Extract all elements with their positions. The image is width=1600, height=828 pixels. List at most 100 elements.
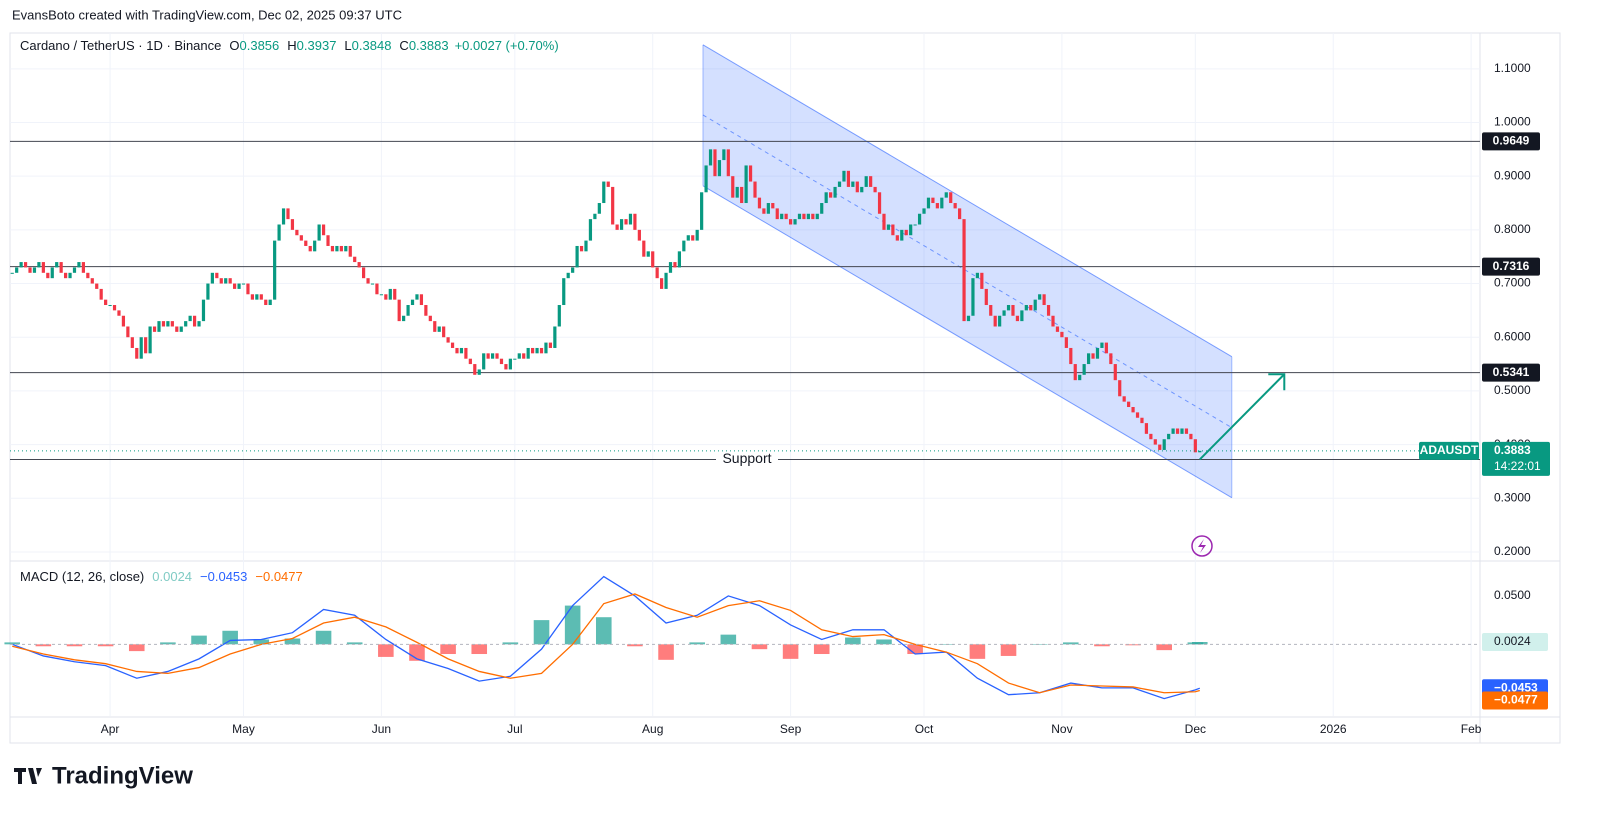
candle <box>286 208 290 220</box>
candle <box>682 240 686 252</box>
y-tick-label: 0.8000 <box>1494 222 1531 236</box>
projection-arrow <box>1199 373 1286 461</box>
macd-histogram-bar <box>66 644 83 647</box>
macd-line <box>12 593 1200 694</box>
level-label: 0.7316 <box>1493 259 1530 273</box>
candle <box>762 208 766 214</box>
macd-histogram-bar <box>284 638 301 645</box>
candle <box>1100 342 1104 348</box>
macd-histogram-bar <box>782 644 799 659</box>
candle <box>980 272 984 289</box>
candle <box>611 186 615 225</box>
candle <box>1020 310 1024 322</box>
candle <box>126 326 130 338</box>
candle <box>771 203 775 209</box>
candle <box>1046 305 1051 316</box>
support-label: Support <box>722 450 771 466</box>
candle <box>824 192 828 204</box>
projection-arrowhead <box>1268 373 1286 391</box>
candle <box>940 197 944 209</box>
macd-legend-title: MACD (12, 26, close) <box>20 569 144 584</box>
candle <box>864 176 868 187</box>
candle <box>397 299 401 322</box>
candle <box>32 267 37 273</box>
candle <box>953 203 957 209</box>
candle <box>77 262 81 268</box>
y-tick-label: 0.5000 <box>1494 383 1531 397</box>
candle <box>433 321 437 332</box>
candle <box>299 235 303 241</box>
candle <box>1189 433 1193 440</box>
candle <box>539 347 544 354</box>
candle <box>241 283 246 285</box>
candle <box>744 165 748 204</box>
symbol-badge <box>1419 441 1479 460</box>
candle <box>406 305 410 316</box>
candle <box>348 245 352 257</box>
macd-histogram-bar <box>1192 642 1208 645</box>
candle <box>197 321 201 327</box>
candle <box>1060 331 1064 338</box>
y-tick-label: 1.1000 <box>1494 61 1531 75</box>
candle <box>179 326 183 332</box>
candle <box>108 305 112 307</box>
candle <box>290 219 295 230</box>
candle <box>966 315 971 322</box>
candle <box>917 213 922 225</box>
candle <box>677 251 681 268</box>
candle <box>1051 315 1055 327</box>
candle <box>144 337 148 354</box>
candle <box>704 165 708 193</box>
candle <box>166 321 170 327</box>
candle <box>477 369 481 375</box>
candle <box>806 213 810 220</box>
candle <box>410 299 415 306</box>
candle <box>646 251 650 257</box>
candle <box>19 262 23 268</box>
candle <box>695 229 699 241</box>
candle <box>851 181 855 187</box>
event-icon[interactable] <box>1191 535 1213 557</box>
candle <box>41 262 45 273</box>
candle <box>588 219 593 241</box>
candle <box>526 347 530 359</box>
candle <box>1113 364 1117 381</box>
candle <box>139 337 143 359</box>
candle <box>1171 428 1175 434</box>
legend-title: Cardano / TetherUS · 1D · Binance <box>20 38 221 53</box>
candle <box>450 342 455 348</box>
candle <box>459 347 464 354</box>
candle <box>1064 337 1068 348</box>
candle <box>548 342 553 348</box>
candle <box>482 353 486 370</box>
candle <box>642 240 646 257</box>
candle <box>246 283 250 295</box>
candle <box>281 208 286 225</box>
y-tick-label: 0.2000 <box>1494 544 1531 558</box>
candle <box>486 353 490 359</box>
candle <box>637 229 641 241</box>
candle <box>962 219 966 322</box>
x-tick-label: Jul <box>507 722 522 736</box>
candle <box>86 272 90 279</box>
macd-legend: MACD (12, 26, close) 0.0024 −0.0453 −0.0477 <box>20 569 303 584</box>
candle <box>909 224 913 236</box>
candle <box>152 326 157 332</box>
candle <box>797 213 802 220</box>
candle <box>233 283 237 289</box>
candle <box>259 294 263 300</box>
candle <box>726 149 730 177</box>
macd-legend-value: −0.0477 <box>255 569 302 584</box>
y-tick-label: 0.3000 <box>1494 490 1531 504</box>
candle <box>90 278 94 284</box>
candle <box>593 213 597 220</box>
candle <box>735 186 739 198</box>
macd-value-badge <box>1482 633 1548 652</box>
candle <box>562 278 566 306</box>
macd-legend-value: −0.0453 <box>200 569 247 584</box>
candle <box>717 160 722 177</box>
candle <box>370 283 375 285</box>
candle <box>1086 353 1091 365</box>
macd-histogram-bar <box>1031 644 1048 645</box>
candle <box>842 170 846 182</box>
